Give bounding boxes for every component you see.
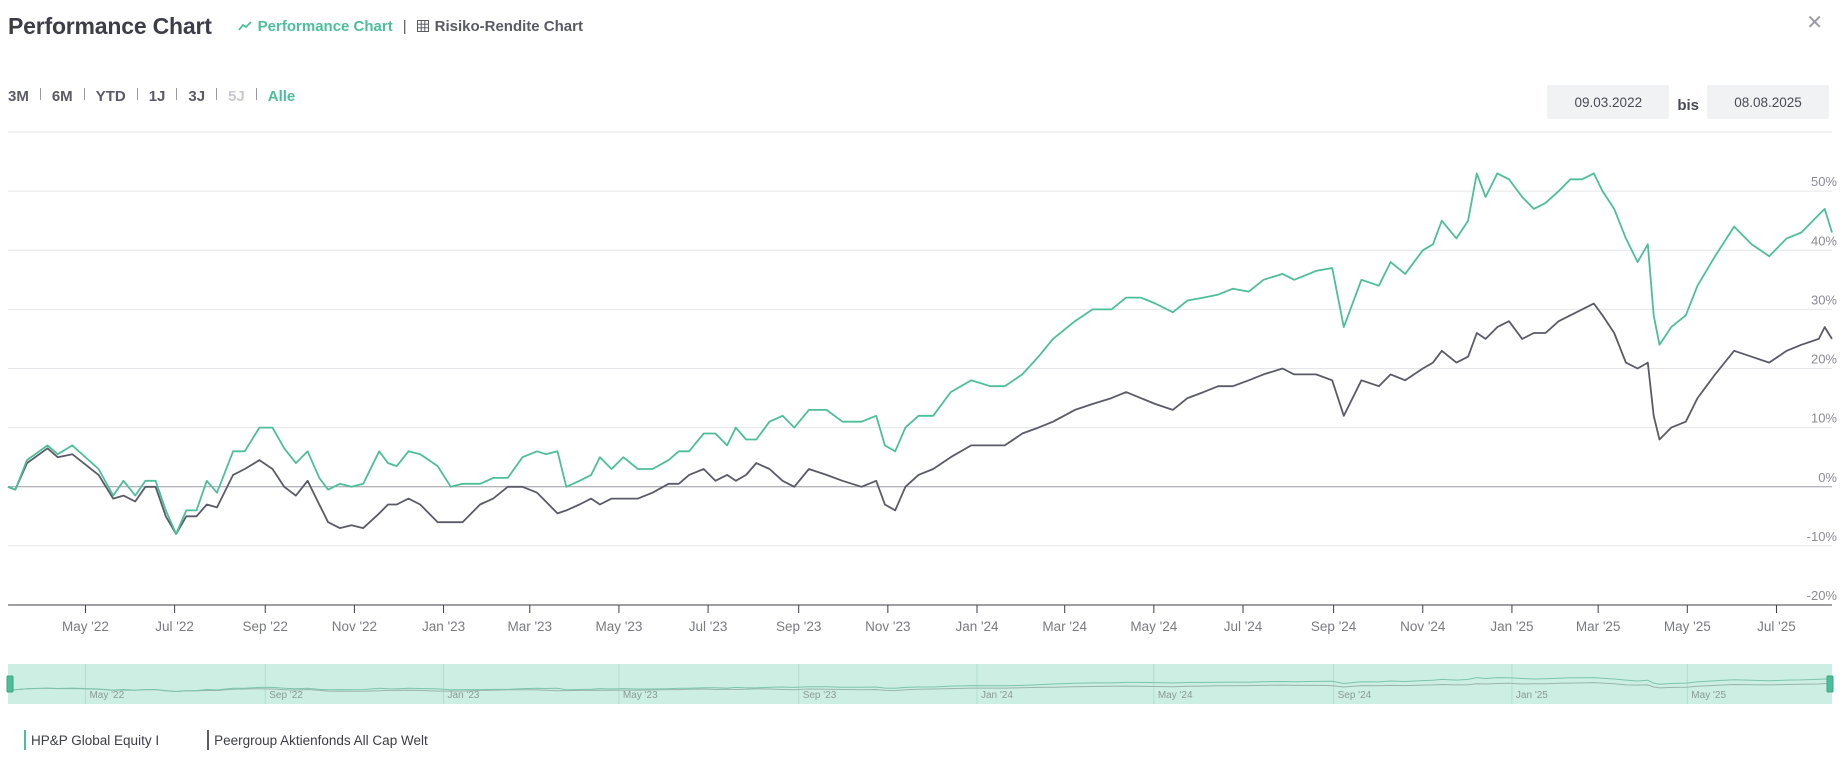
range-separator: [136, 87, 138, 100]
navigator-handle-right[interactable]: [1826, 675, 1834, 693]
chart-header: Performance Chart Performance Chart | Ri…: [8, 10, 583, 42]
navigator-tick-label: Sep '22: [269, 690, 303, 701]
y-tick-label: 20%: [1811, 352, 1837, 367]
y-tick-label: -10%: [1807, 529, 1838, 544]
x-tick-label: Sep '24: [1311, 619, 1357, 634]
y-tick-label: 50%: [1811, 174, 1837, 189]
x-tick-label: May '25: [1664, 619, 1711, 634]
tab-performance-chart[interactable]: Performance Chart: [237, 17, 393, 35]
navigator-tick-label: Sep '23: [803, 690, 837, 701]
x-tick-label: Nov '22: [332, 619, 377, 634]
date-separator: bis: [1677, 96, 1699, 114]
line-chart-icon: [237, 21, 252, 31]
range-3m[interactable]: 3M: [8, 88, 29, 105]
x-tick-label: Mar '23: [507, 619, 552, 634]
x-tick-label: May '24: [1130, 619, 1177, 634]
legend-item-fund[interactable]: HP&P Global Equity I: [24, 730, 159, 750]
y-tick-label: 40%: [1811, 233, 1837, 248]
legend-label: HP&P Global Equity I: [31, 732, 160, 748]
x-tick-label: Mar '24: [1042, 619, 1087, 634]
range-separator: [39, 87, 41, 100]
tab-separator: |: [402, 17, 407, 35]
x-tick-label: May '22: [62, 619, 109, 634]
x-tick-label: Jul '24: [1224, 619, 1263, 634]
x-tick-label: Mar '25: [1576, 619, 1621, 634]
range-ytd[interactable]: YTD: [95, 88, 126, 105]
y-tick-label: 30%: [1811, 292, 1837, 307]
x-tick-label: Nov '24: [1400, 619, 1446, 634]
navigator-tick-label: Sep '24: [1338, 690, 1372, 701]
range-3j[interactable]: 3J: [188, 88, 206, 105]
series-line-peergroup: [7, 302, 1833, 535]
navigator-series-line: [7, 682, 1833, 693]
legend-item-peergroup[interactable]: Peergroup Aktienfonds All Cap Welt: [207, 730, 428, 750]
view-tabs: Performance Chart | Risiko-Rendite Chart: [237, 17, 583, 35]
navigator-tick-label: May '25: [1691, 690, 1726, 701]
x-tick-label: Jan '23: [422, 619, 465, 634]
navigator-handle-left[interactable]: [6, 675, 14, 693]
chart-legend: HP&P Global Equity I Peergroup Aktienfon…: [24, 730, 476, 750]
range-separator: [216, 87, 218, 100]
tab-performance-chart-label: Performance Chart: [257, 17, 393, 35]
page-title: Performance Chart: [8, 12, 212, 39]
x-tick-label: Jul '25: [1757, 619, 1796, 634]
legend-swatch: [24, 730, 26, 750]
x-tick-label: Nov '23: [865, 619, 910, 634]
close-icon[interactable]: ✕: [1806, 12, 1823, 34]
x-tick-label: Jan '25: [1490, 619, 1533, 634]
date-range: 09.03.2022 bis 08.08.2025: [1547, 85, 1829, 119]
range-separator: [83, 87, 85, 100]
legend-swatch: [207, 730, 210, 750]
navigator-series-line: [7, 677, 1833, 693]
x-tick-label: Sep '22: [243, 619, 288, 634]
series-line-fund: [7, 172, 1833, 535]
grid-icon: [416, 20, 429, 32]
y-tick-label: 0%: [1818, 470, 1837, 485]
range-selector: 3M 6M YTD 1J 3J 5J Alle: [8, 87, 296, 105]
range-separator: [255, 87, 257, 100]
navigator-tick-label: Jan '23: [448, 690, 480, 701]
x-tick-label: Sep '23: [776, 619, 821, 634]
legend-label: Peergroup Aktienfonds All Cap Welt: [214, 732, 428, 748]
x-tick-label: Jul '23: [689, 619, 728, 634]
y-tick-label: 10%: [1811, 411, 1837, 426]
navigator-tick-label: Jan '25: [1516, 690, 1548, 701]
y-tick-label: -20%: [1807, 588, 1838, 603]
date-to-input[interactable]: 08.08.2025: [1707, 85, 1829, 119]
range-6m[interactable]: 6M: [51, 88, 73, 105]
tab-risiko-rendite-chart-label: Risiko-Rendite Chart: [434, 17, 583, 35]
navigator-tick-label: May '22: [89, 690, 124, 701]
navigator-tick-label: Jan '24: [981, 690, 1013, 701]
range-alle[interactable]: Alle: [267, 88, 296, 105]
range-1j[interactable]: 1J: [148, 88, 166, 105]
x-tick-label: May '23: [595, 619, 642, 634]
date-from-input[interactable]: 09.03.2022: [1547, 85, 1670, 119]
navigator-tick-label: May '24: [1158, 690, 1193, 701]
x-tick-label: Jul '22: [155, 619, 194, 634]
tab-risiko-rendite-chart[interactable]: Risiko-Rendite Chart: [416, 17, 583, 35]
range-separator: [176, 87, 178, 100]
x-tick-label: Jan '24: [955, 619, 999, 634]
navigator-tick-label: May '23: [623, 690, 658, 701]
range-5j: 5J: [228, 88, 245, 105]
